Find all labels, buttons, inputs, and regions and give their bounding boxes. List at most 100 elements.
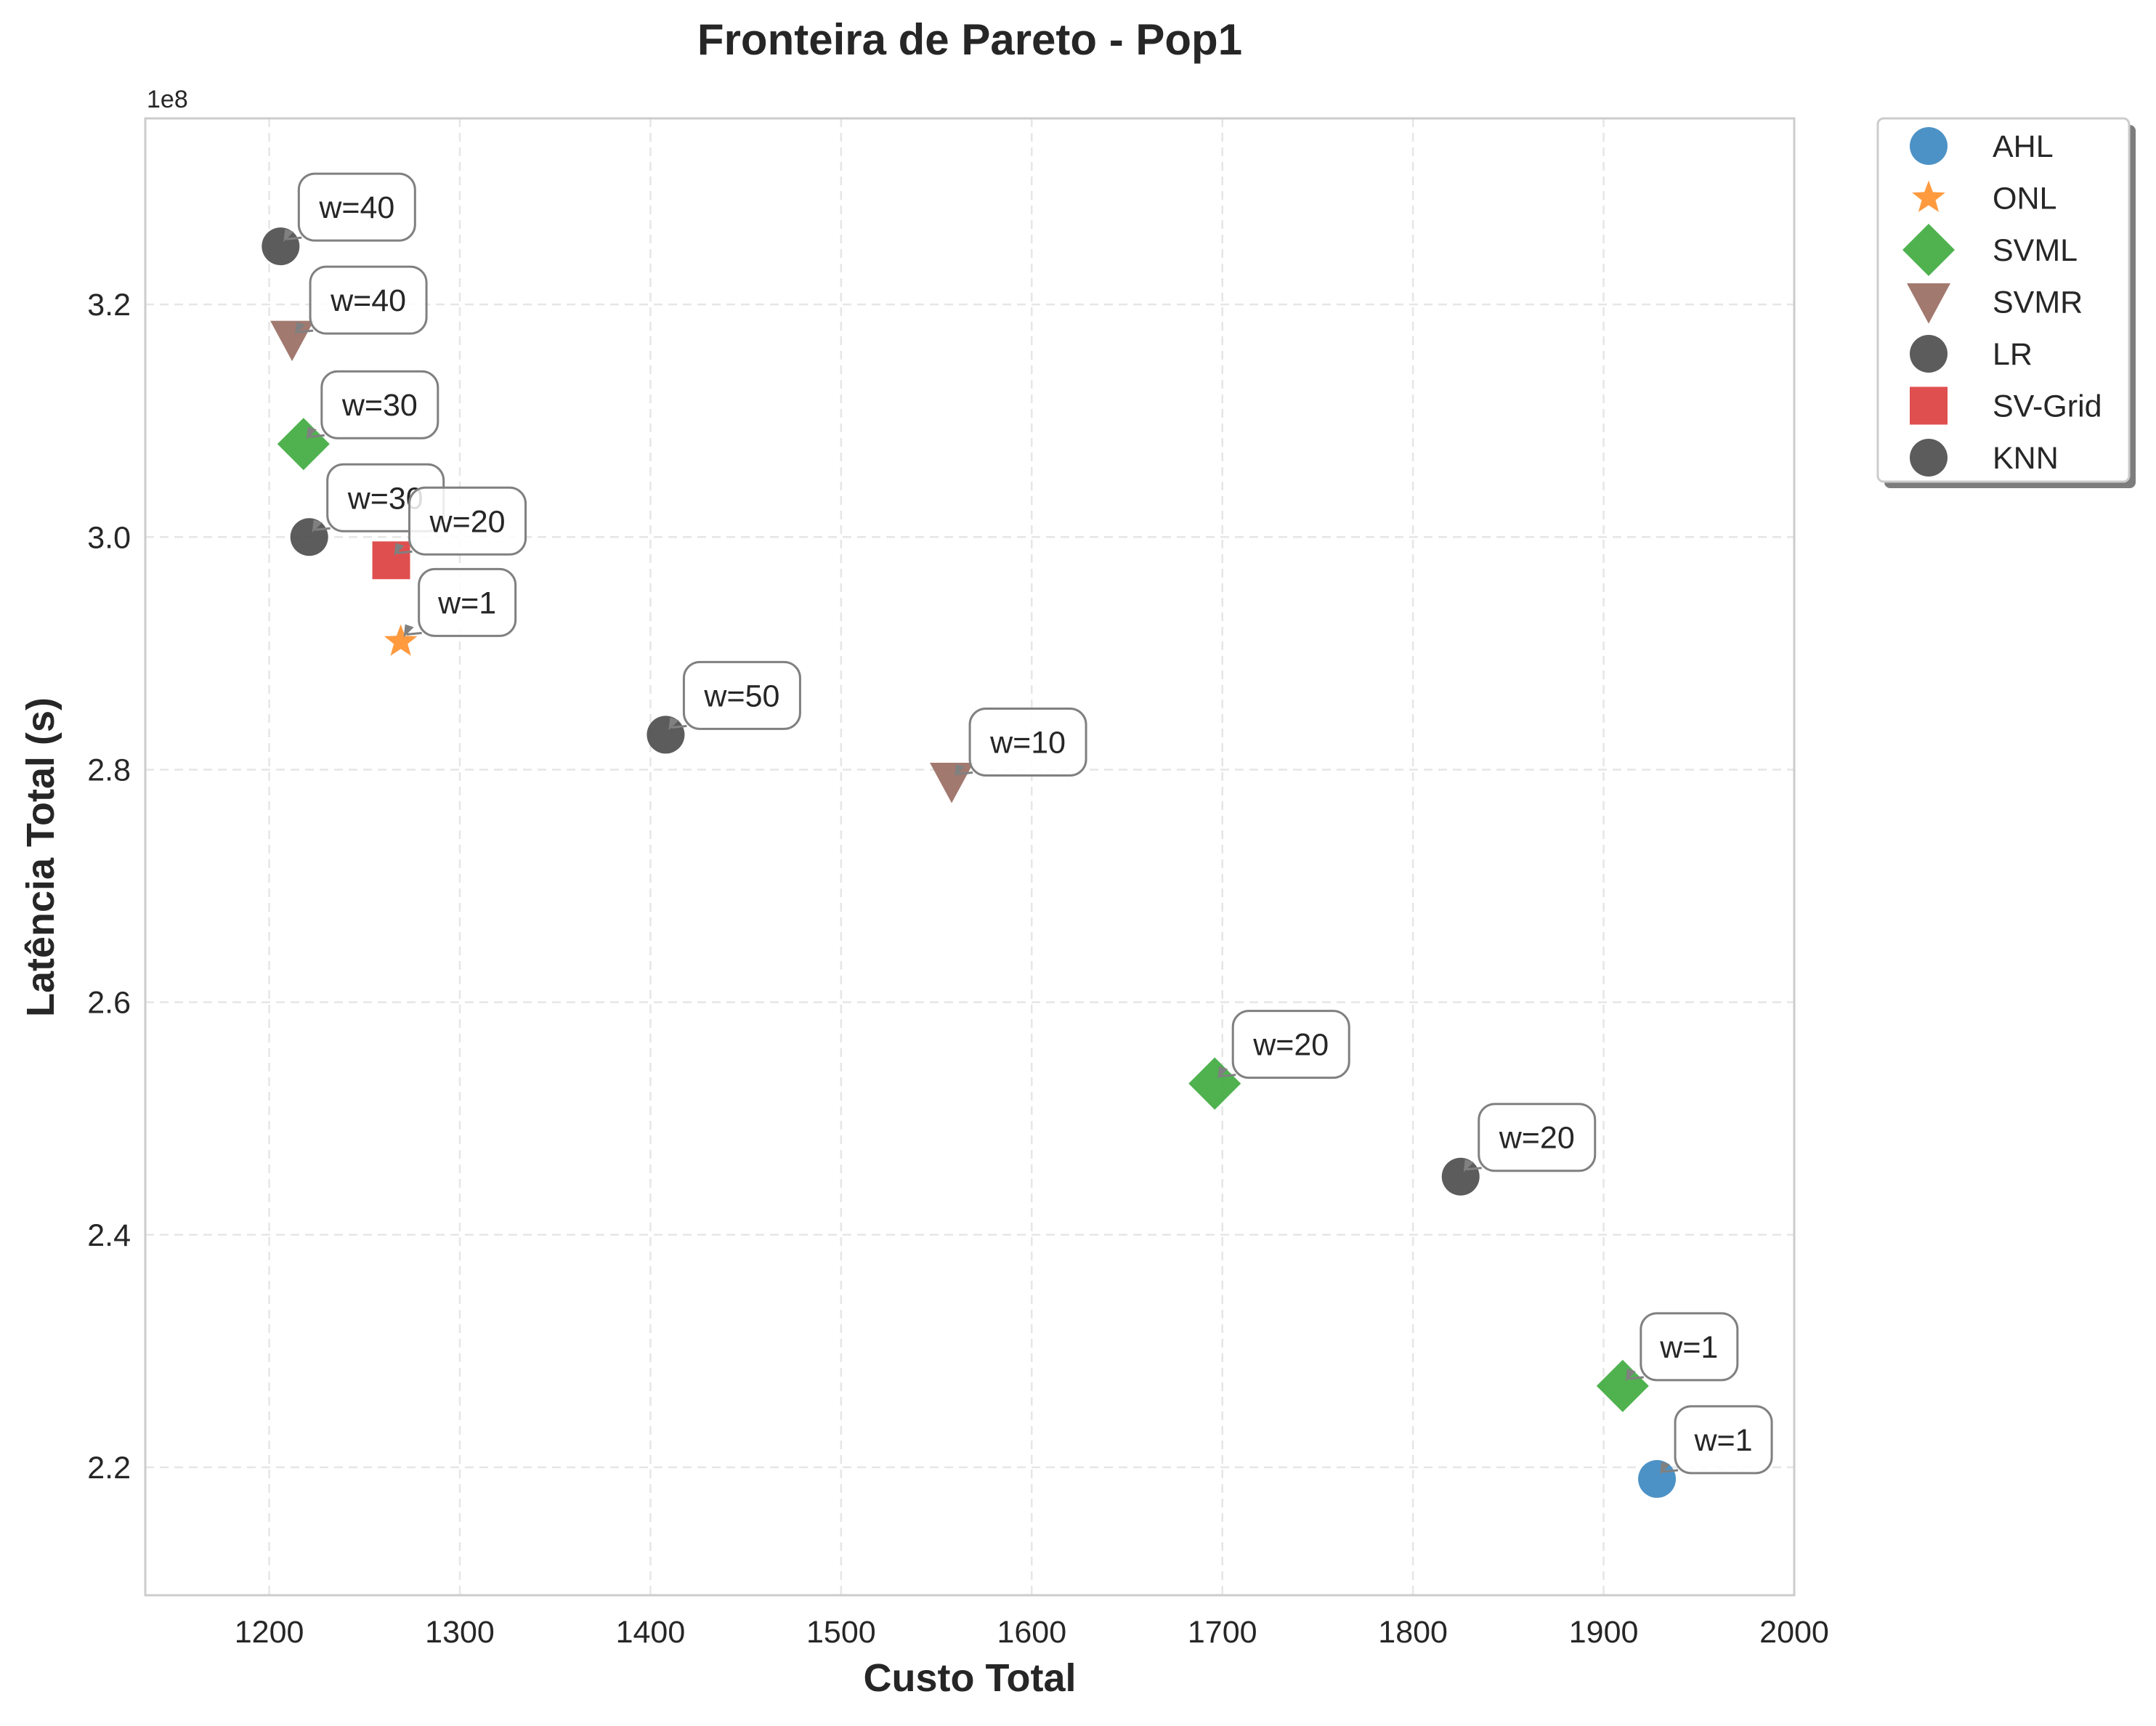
y-tick-label: 2.4 (87, 1218, 131, 1253)
annotation-arrow (1662, 1469, 1679, 1473)
legend-label-svml: SVML (1993, 233, 2078, 268)
annotation-arrow (1628, 1376, 1644, 1380)
annotation-lr: w=40 (283, 172, 416, 243)
x-tick-label: 1600 (997, 1615, 1066, 1650)
annotation-arrowhead (1217, 1066, 1228, 1079)
annotation-box (968, 707, 1087, 777)
annotation-label: w=1 (437, 586, 496, 620)
annotation-arrowhead (1660, 1461, 1671, 1475)
annotation-arrowhead (1625, 1368, 1636, 1382)
x-tick-label: 1300 (425, 1615, 495, 1650)
y-axis-label: Latência Total (s) (19, 697, 62, 1017)
annotation-box (1640, 1312, 1739, 1382)
annotation-arrow (286, 236, 302, 240)
x-axis-label: Custo Total (864, 1656, 1077, 1700)
annotation-box (418, 567, 517, 637)
y-tick-label: 2.8 (87, 753, 131, 787)
data-point-lr (290, 518, 328, 556)
annotation-svml: w=30 (306, 370, 439, 440)
annotation-arrowhead (668, 717, 679, 731)
annotation-box (309, 265, 428, 335)
legend-label-knn: KNN (1993, 441, 2059, 476)
annotation-arrowhead (312, 519, 323, 533)
annotation-arrowhead (403, 624, 414, 638)
annotation-arrowhead (306, 426, 317, 440)
grid-layer (145, 118, 1796, 1595)
x-tick-label: 1200 (235, 1615, 304, 1650)
annotation-box (1674, 1405, 1773, 1475)
data-point-knn (647, 716, 685, 754)
annotation-svmr: w=40 (295, 265, 428, 336)
data-point-lr (262, 227, 300, 266)
legend-marker-ahl (1910, 127, 1948, 165)
y-tick-label: 2.2 (87, 1451, 131, 1486)
x-tick-label: 1900 (1569, 1615, 1639, 1650)
annotation-label: w=50 (703, 678, 779, 713)
annotation-label: w=40 (330, 283, 406, 318)
annotation-label: w=10 (989, 725, 1066, 760)
x-tick-label: 1400 (616, 1615, 686, 1650)
data-point-svml (1188, 1057, 1241, 1110)
legend: AHL ONL SVML SVMR LR SV-Grid KNN (1876, 117, 2136, 488)
annotation-label: w=30 (341, 388, 418, 423)
annotation-box (297, 172, 416, 242)
y-tick-label: 3.0 (87, 520, 131, 555)
annotation-knn: w=20 (1463, 1103, 1597, 1172)
legend-label-ahl: AHL (1993, 129, 2054, 164)
annotation-box (1231, 1010, 1350, 1079)
annotation-arrowhead (295, 322, 306, 336)
data-point-onl (384, 624, 418, 656)
annotation-arrow (1466, 1167, 1482, 1171)
legend-marker-svmr (1907, 283, 1950, 324)
legend-label-svmr: SVMR (1993, 285, 2083, 320)
annotation-arrowhead (1463, 1159, 1474, 1172)
annotation-arrow (397, 550, 413, 554)
data-point-ahl (1638, 1459, 1677, 1498)
annotation-label: w=1 (1659, 1330, 1718, 1365)
annotation-label: w=1 (1694, 1423, 1753, 1458)
annotation-label: w=20 (1252, 1028, 1329, 1063)
legend-items: AHL ONL SVML SVMR LR SV-Grid KNN (1902, 127, 2102, 477)
annotation-arrow (1220, 1074, 1236, 1078)
chart-title: Fronteira de Pareto - Pop1 (697, 15, 1242, 64)
legend-marker-sv-grid (1910, 386, 1948, 425)
data-point-svml (1596, 1359, 1649, 1412)
annotation-arrow (406, 631, 422, 636)
y-tick-label: 2.6 (87, 986, 131, 1021)
legend-marker-onl (1912, 180, 1945, 212)
annotation-box (408, 486, 527, 556)
x-tick-label: 1800 (1378, 1615, 1448, 1650)
x-tick-label: 2000 (1759, 1615, 1829, 1650)
legend-label-lr: LR (1993, 337, 2033, 372)
annotation-arrow (957, 771, 973, 775)
annotation-label: w=20 (429, 504, 506, 539)
annotation-onl: w=1 (403, 567, 517, 638)
annotation-label: w=20 (1499, 1121, 1575, 1156)
legend-marker-knn (1910, 439, 1948, 477)
y-offset-label: 1e8 (147, 86, 188, 113)
annotation-label: w=40 (318, 190, 394, 225)
annotation-svml: w=1 (1625, 1312, 1739, 1382)
data-point-sv-grid (372, 541, 410, 580)
annotation-arrowhead (394, 543, 405, 556)
tick-layer: 1200 1300 1400 1500 1600 1700 1800 1900 2000 2.2 2… (87, 288, 1829, 1650)
legend-marker-svml (1902, 224, 1955, 276)
annotation-arrow (315, 527, 331, 531)
x-tick-label: 1500 (806, 1615, 876, 1650)
legend-marker-lr (1910, 335, 1948, 373)
annotation-arrowhead (283, 229, 294, 243)
x-tick-label: 1700 (1188, 1615, 1257, 1650)
annotation-box (1478, 1103, 1597, 1172)
annotation-layer: w=1w=1w=30w=20w=1w=40w=10w=40w=30w=20w=5… (283, 172, 1773, 1475)
annotation-arrow (671, 724, 687, 729)
plot-frame (144, 117, 1796, 1597)
annotation-knn: w=50 (668, 660, 801, 731)
data-point-svml (277, 418, 330, 471)
annotation-box (682, 660, 801, 730)
annotation-ahl: w=1 (1660, 1405, 1773, 1475)
annotation-arrow (309, 434, 325, 438)
annotation-svmr: w=10 (955, 707, 1087, 777)
